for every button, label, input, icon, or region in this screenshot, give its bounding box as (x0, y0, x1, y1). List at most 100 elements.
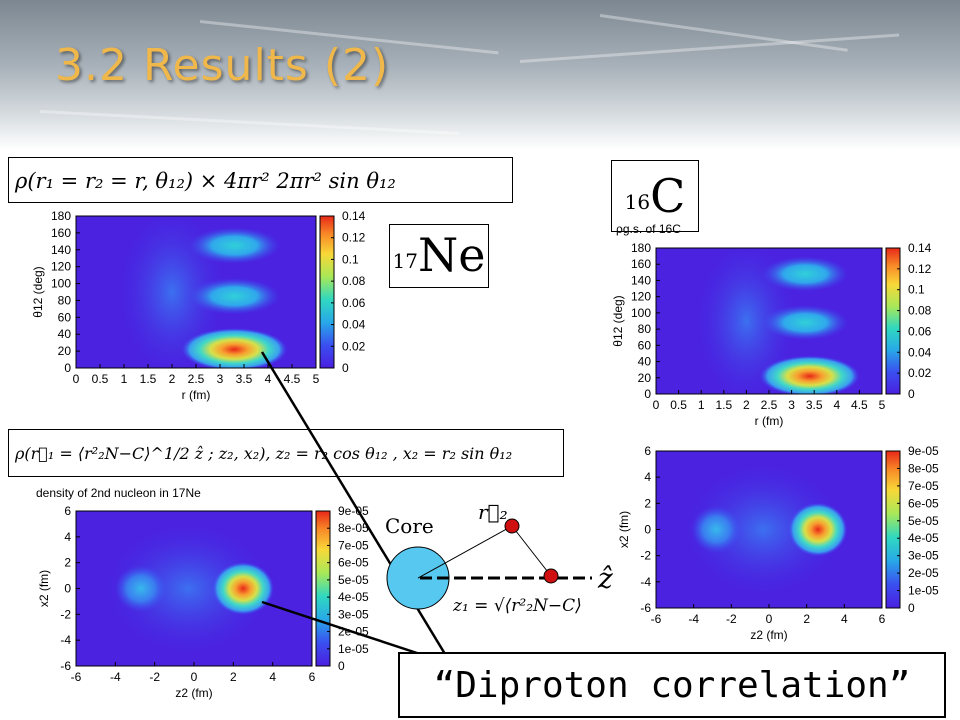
colorbar-tick-label: 3e-05 (908, 549, 939, 563)
x-tick-label: 3 (217, 372, 224, 386)
density-peak (188, 277, 280, 315)
colorbar-tick-label: 0 (908, 601, 915, 615)
chart-title: density of 2nd nucleon in 17Ne (36, 486, 201, 500)
x-tick-label: 0 (766, 612, 773, 626)
y-tick-label: 2 (64, 556, 71, 570)
x-tick-label: 1 (121, 372, 128, 386)
nucleon-1-dot (543, 568, 559, 584)
y-tick-label: 0 (64, 361, 71, 375)
y-tick-label: -6 (640, 601, 651, 615)
nucleus-label-17ne: 17Ne (389, 224, 489, 288)
y-tick-label: -6 (60, 659, 71, 673)
x-tick-label: 0.5 (670, 398, 687, 412)
y-tick-label: 4 (644, 470, 651, 484)
x-tick-label: 1.5 (140, 372, 157, 386)
r2-vector-label: r⃗₂ (478, 500, 508, 524)
core-label: Core (385, 514, 434, 538)
x-tick-label: -6 (651, 612, 662, 626)
colorbar-tick-label: 0.06 (342, 296, 366, 310)
y-tick-label: -4 (60, 633, 71, 647)
x-tick-label: 4.5 (851, 398, 868, 412)
colorbar-tick-label: 0.06 (908, 324, 932, 338)
colorbar-tick-label: 0 (908, 387, 915, 401)
density-layer (684, 463, 848, 596)
colorbar-tick-label: 4e-05 (338, 590, 369, 604)
y-tick-label: 20 (638, 371, 652, 385)
colorbar-tick-label: 0 (338, 659, 345, 673)
x-tick-label: -4 (110, 670, 121, 684)
x-tick-label: 0.5 (92, 372, 109, 386)
y-tick-label: 80 (638, 322, 652, 336)
x-axis-label: r (fm) (182, 388, 211, 402)
colorbar-tick-label: 0.12 (342, 231, 366, 245)
colorbar-tick-label: 7e-05 (908, 479, 939, 493)
colorbar-tick-label: 0.02 (342, 339, 366, 353)
heatmap-chart-4: -6 -4 -2 0 2 4 6 -6 -4 -2 0 2 4 6 z2 (fm) x2 (fm) 0 1e-05… (617, 444, 939, 642)
y-tick-label: 120 (51, 260, 71, 274)
colorbar-tick-label: 6e-05 (908, 496, 939, 510)
z-hat-label: ẑ (598, 562, 613, 595)
density-peak (188, 227, 280, 264)
y-tick-label: 140 (51, 243, 71, 257)
colorbar (885, 450, 901, 609)
heatmap-chart-2: 0 0.5 1 1.5 2 2.5 3 3.5 4 4.5 50204060801001201401… (611, 222, 932, 428)
y-tick-label: 60 (638, 338, 652, 352)
heatmap-chart-3: -6 -4 -2 0 2 4 6 -6 -4 -2 0 2 4 6 z2 (fm) x2 (fm) densit… (36, 486, 369, 700)
density-peak (212, 562, 274, 615)
x-tick-label: 2 (743, 398, 750, 412)
y-axis-label: x2 (fm) (37, 570, 51, 607)
y-tick-label: 40 (638, 355, 652, 369)
colorbar-tick-label: 0.1 (342, 252, 359, 266)
formula-top: ρ(r₁ = r₂ = r, θ₁₂) × 4πr² 2πr² sin θ₁₂ (8, 157, 513, 203)
x-tick-label: 0 (653, 398, 660, 412)
x-tick-label: 3 (788, 398, 795, 412)
y-tick-label: 2 (644, 496, 651, 510)
y-tick-label: 80 (58, 293, 72, 307)
y-tick-label: 0 (64, 582, 71, 596)
x-tick-label: 2 (169, 372, 176, 386)
density-peak (114, 565, 167, 612)
y-tick-label: 0 (644, 387, 651, 401)
colorbar-tick-label: 3e-05 (338, 607, 369, 621)
heatmap-chart-1: 0 0.5 1 1.5 2 2.5 3 3.5 4 4.5 50204060801001201401… (31, 209, 366, 402)
colorbar-tick-label: 8e-05 (908, 461, 939, 475)
nucleon-separation-line (511, 525, 552, 577)
z1-formula: z₁ = √⟨r²₂N−C⟩ (453, 596, 582, 616)
colorbar-tick-label: 5e-05 (338, 573, 369, 587)
x-tick-label: -6 (71, 670, 82, 684)
y-tick-label: 100 (631, 306, 651, 320)
x-axis-label: z2 (fm) (175, 686, 212, 700)
colorbar-tick-label: 0.12 (908, 262, 932, 276)
x-tick-label: 6 (879, 612, 886, 626)
x-tick-label: 4 (841, 612, 848, 626)
y-axis-label: θ12 (deg) (611, 295, 625, 346)
density-background (684, 463, 843, 596)
y-tick-label: 140 (631, 273, 651, 287)
colorbar-tick-label: 5e-05 (908, 514, 939, 528)
colorbar (319, 215, 335, 369)
chart-title: ρg.s. of 16C (616, 222, 681, 236)
diproton-correlation-callout: “Diproton correlation” (398, 652, 946, 718)
colorbar-tick-label: 0.14 (908, 241, 932, 255)
x-tick-label: 2 (803, 612, 810, 626)
y-tick-label: 20 (58, 344, 72, 358)
density-peak (762, 305, 849, 341)
pointer-line-lower (261, 600, 421, 656)
x-tick-label: 1.5 (715, 398, 732, 412)
colorbar-tick-label: 0.04 (908, 345, 932, 359)
x-axis-label: r (fm) (755, 414, 784, 428)
colorbar-tick-label: 2e-05 (908, 566, 939, 580)
colorbar-tick-label: 0.1 (908, 283, 925, 297)
x-axis-label: z2 (fm) (750, 628, 787, 642)
x-tick-label: 3.5 (236, 372, 253, 386)
y-tick-label: -4 (640, 575, 651, 589)
x-tick-label: 0 (73, 372, 80, 386)
colorbar-tick-label: 9e-05 (908, 444, 939, 458)
x-tick-label: 2.5 (761, 398, 778, 412)
y-tick-label: -2 (640, 549, 651, 563)
density-layer (119, 216, 288, 368)
nucleus-label-16c: 16C (611, 160, 699, 232)
density-peak (691, 505, 742, 554)
y-tick-label: 6 (64, 504, 71, 518)
x-tick-label: 4 (269, 670, 276, 684)
